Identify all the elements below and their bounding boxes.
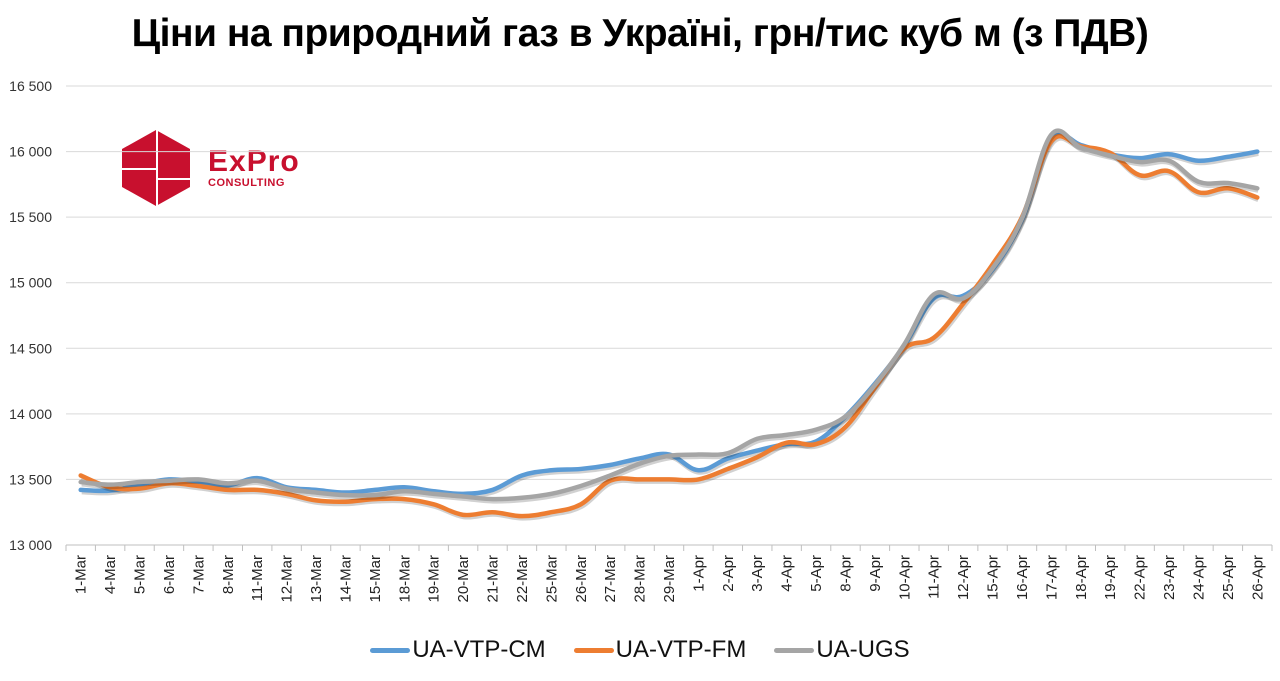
y-tick-label: 16 500 <box>9 78 52 94</box>
x-tick-label: 13-Mar <box>308 555 325 603</box>
x-tick-label: 4-Apr <box>779 555 796 592</box>
x-tick-label: 16-Apr <box>1014 555 1031 600</box>
x-tick-label: 8-Mar <box>220 555 237 594</box>
x-tick-label: 4-Mar <box>102 555 119 594</box>
x-tick-label: 12-Mar <box>279 555 296 603</box>
series-lines <box>78 128 1260 521</box>
x-tick-label: 3-Apr <box>749 555 766 592</box>
legend-item-ua-vtp-fm[interactable]: UA-VTP-FM <box>573 636 747 664</box>
x-tick-label: 10-Apr <box>896 555 913 600</box>
logo-subtitle: CONSULTING <box>208 177 285 189</box>
y-tick-label: 13 000 <box>9 537 52 553</box>
legend-label: UA-UGS <box>816 636 910 663</box>
x-tick-label: 11-Apr <box>926 555 943 599</box>
logo-hexagon-icon <box>122 128 192 208</box>
legend-item-ua-vtp-cm[interactable]: UA-VTP-CM <box>370 636 546 664</box>
legend-swatch-icon <box>573 647 614 653</box>
x-tick-label: 21-Mar <box>485 555 502 603</box>
x-tick-label: 22-Apr <box>1132 555 1149 600</box>
chart-legend: UA-VTP-CM UA-VTP-FM UA-UGS <box>0 636 1280 664</box>
x-tick-label: 25-Apr <box>1220 555 1237 600</box>
x-tick-label: 24-Apr <box>1190 555 1207 600</box>
x-tick-label: 1-Mar <box>73 555 90 594</box>
x-tick-label: 19-Mar <box>426 555 443 603</box>
y-tick-label: 14 500 <box>9 340 52 356</box>
x-tick-label: 18-Mar <box>396 555 413 603</box>
x-tick-label: 9-Apr <box>867 555 884 592</box>
legend-swatch-icon <box>370 647 411 653</box>
y-axis-labels: 13 000 13 500 14 000 14 500 15 000 15 500 16 0… <box>9 78 52 553</box>
x-tick-label: 22-Mar <box>514 555 531 603</box>
x-tick-label: 28-Mar <box>632 555 649 603</box>
x-tick-label: 18-Apr <box>1073 555 1090 600</box>
series-line-ua-vtp-fm[interactable] <box>78 133 1260 519</box>
x-tick-label: 8-Apr <box>837 555 854 592</box>
x-tick-label: 14-Mar <box>337 555 354 603</box>
legend-label: UA-VTP-FM <box>615 636 747 663</box>
x-tick-label: 2-Apr <box>720 555 737 592</box>
legend-label: UA-VTP-CM <box>412 636 546 663</box>
x-axis: 1-Mar 4-Mar 5-Mar 6-Mar 7-Mar 8-Mar 11-Mar 12-M… <box>65 545 1273 603</box>
series-shadow <box>81 130 1259 504</box>
x-tick-label: 5-Apr <box>808 555 825 592</box>
y-tick-label: 16 000 <box>9 144 52 160</box>
series-line-ua-ugs[interactable] <box>78 128 1260 502</box>
y-tick-label: 13 500 <box>9 471 52 487</box>
x-tick-label: 29-Mar <box>661 555 678 603</box>
x-tick-label: 15-Mar <box>367 555 384 603</box>
x-tick-label: 25-Mar <box>543 555 560 603</box>
chart-title: Ціни на природний газ в Україні, грн/тис… <box>131 12 1149 55</box>
x-tick-label: 7-Mar <box>190 555 207 594</box>
y-tick-label: 15 000 <box>9 275 52 291</box>
x-tick-label: 19-Apr <box>1102 555 1119 600</box>
x-tick-label: 15-Apr <box>985 555 1002 600</box>
legend-swatch-icon <box>774 647 815 653</box>
x-tick-label: 27-Mar <box>602 555 619 603</box>
x-tick-label: 11-Mar <box>249 555 266 601</box>
series-shadow <box>80 135 1260 521</box>
x-tick-label: 20-Mar <box>455 555 472 603</box>
x-tick-label: 17-Apr <box>1043 555 1060 600</box>
y-tick-label: 14 000 <box>9 406 52 422</box>
series-shadow <box>81 132 1259 499</box>
x-tick-label: 23-Apr <box>1161 555 1178 600</box>
x-tick-label: 1-Apr <box>690 555 707 592</box>
x-tick-label: 12-Apr <box>955 555 972 600</box>
x-tick-label: 26-Apr <box>1249 555 1266 600</box>
x-tick-label: 26-Mar <box>573 555 590 603</box>
legend-item-ua-ugs[interactable]: UA-UGS <box>774 636 910 664</box>
x-tick-label: 6-Mar <box>161 555 178 594</box>
y-tick-label: 15 500 <box>9 209 52 225</box>
x-tick-label: 5-Mar <box>132 555 149 594</box>
series-line-ua-vtp-cm[interactable] <box>78 131 1260 497</box>
